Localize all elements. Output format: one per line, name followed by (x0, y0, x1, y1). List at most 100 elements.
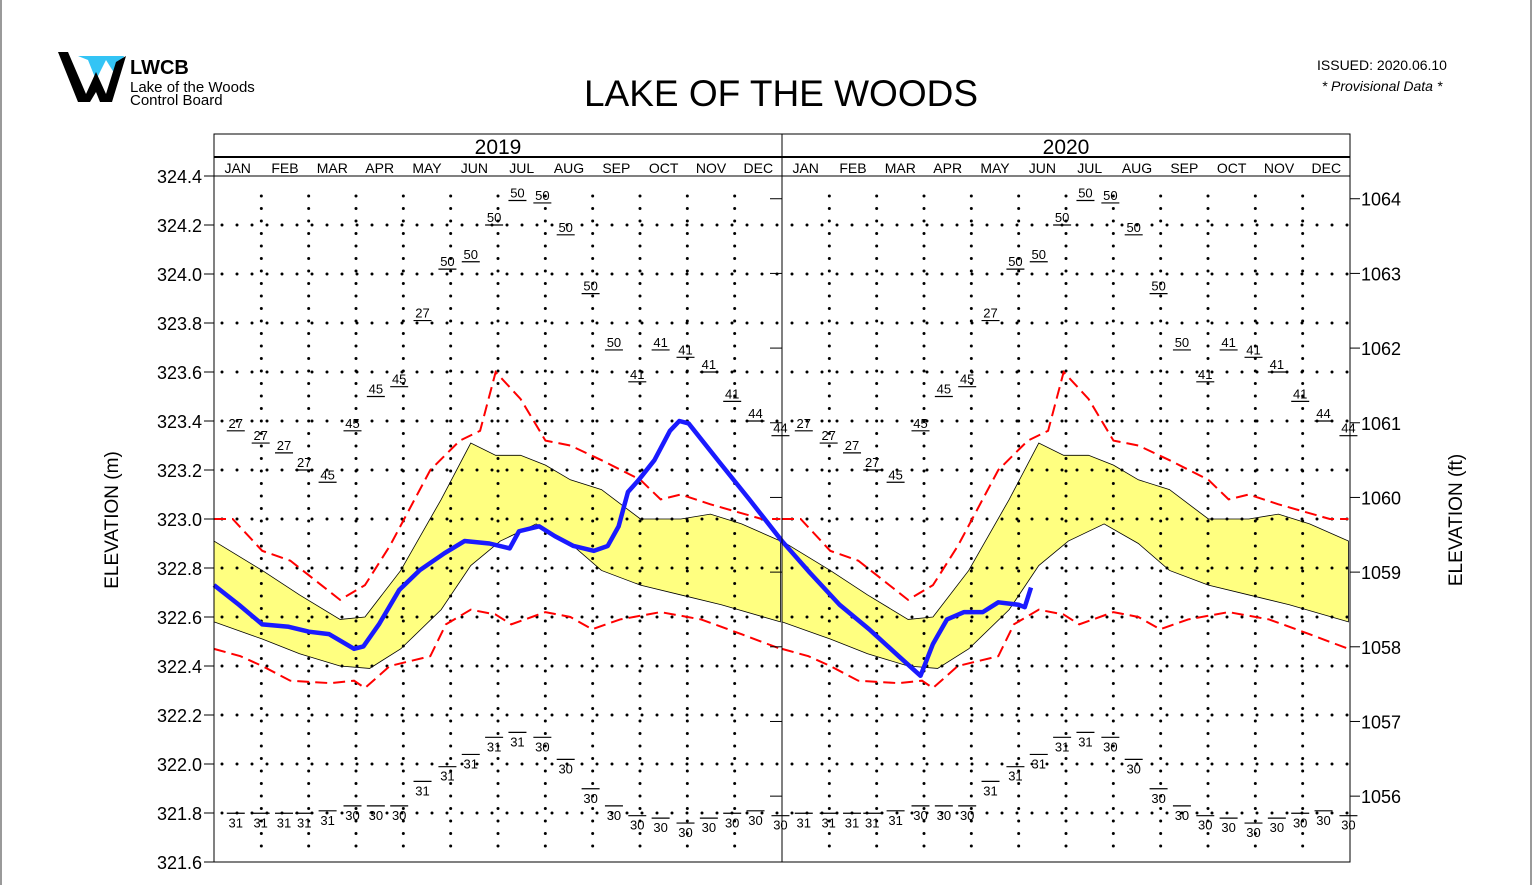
y-tick-label: 322.2 (157, 706, 202, 726)
max-year-label: 27 (277, 438, 291, 453)
max-year-label: 44 (773, 421, 787, 436)
min-year-label: 31 (1032, 756, 1046, 771)
month-label: AUG (1122, 160, 1152, 176)
max-year-label: 44 (1316, 406, 1330, 421)
annual-min-line-2020 (781, 608, 1349, 690)
y-right-tick-label: 1058 (1361, 638, 1401, 658)
max-year-label: 50 (558, 220, 572, 235)
month-label: JUN (1029, 160, 1056, 176)
min-year-label: 30 (725, 815, 739, 830)
month-label: FEB (271, 160, 298, 176)
min-year-label: 30 (773, 818, 787, 833)
min-year-label: 30 (1221, 820, 1235, 835)
month-label: FEB (839, 160, 866, 176)
max-year-label: 41 (702, 357, 716, 372)
month-label: SEP (602, 160, 630, 176)
max-year-label: 41 (653, 335, 667, 350)
min-year-label: 31 (1078, 734, 1092, 749)
max-year-label: 50 (1032, 247, 1046, 262)
max-year-label: 27 (821, 428, 835, 443)
y-right-tick-label: 1059 (1361, 563, 1401, 583)
min-year-label: 30 (960, 808, 974, 823)
max-year-label: 41 (725, 386, 739, 401)
max-year-label: 50 (487, 210, 501, 225)
min-year-label: 30 (937, 808, 951, 823)
max-year-label: 45 (960, 372, 974, 387)
min-year-label: 30 (1316, 813, 1330, 828)
max-year-label: 27 (253, 428, 267, 443)
max-year-label: 50 (464, 247, 478, 262)
max-year-label: 41 (1270, 357, 1284, 372)
max-year-label: 50 (583, 279, 597, 294)
y-tick-label: 323.2 (157, 461, 202, 481)
min-year-label: 30 (630, 818, 644, 833)
logo-line2: Control Board (130, 92, 223, 109)
min-year-label: 31 (865, 815, 879, 830)
month-label: JAN (224, 160, 250, 176)
y-right-tick-label: 1061 (1361, 414, 1401, 434)
min-year-label: 31 (1055, 739, 1069, 754)
month-label: NOV (696, 160, 727, 176)
month-label: JUL (509, 160, 534, 176)
month-label: NOV (1264, 160, 1295, 176)
logo-line1: Lake of the Woods (130, 79, 255, 96)
min-year-label: 31 (821, 815, 835, 830)
chart-title: LAKE OF THE WOODS (584, 73, 978, 114)
max-year-label: 50 (1008, 254, 1022, 269)
year-label-2019: 2019 (475, 136, 522, 159)
y-tick-label: 322.8 (157, 559, 202, 579)
month-label: SEP (1170, 160, 1198, 176)
month-label: JAN (792, 160, 818, 176)
y-tick-label: 322.0 (157, 755, 202, 775)
month-label: MAY (412, 160, 442, 176)
logo-acronym: LWCB (130, 57, 189, 79)
max-year-label: 41 (1221, 335, 1235, 350)
y-tick-label: 323.4 (157, 412, 202, 432)
max-year-label: 27 (983, 306, 997, 321)
month-label: DEC (1312, 160, 1342, 176)
max-year-label: 27 (297, 455, 311, 470)
month-label: APR (365, 160, 394, 176)
min-year-label: 30 (653, 820, 667, 835)
min-year-label: 31 (487, 739, 501, 754)
max-year-label: 27 (415, 306, 429, 321)
y-axis-label-left: ELEVATION (m) (102, 451, 123, 589)
max-year-label: 41 (630, 367, 644, 382)
month-label: DEC (744, 160, 774, 176)
min-year-label: 30 (369, 808, 383, 823)
y-tick-label: 324.2 (157, 216, 202, 236)
min-year-label: 30 (1151, 791, 1165, 806)
min-year-label: 31 (320, 813, 334, 828)
normal-range-band-2020 (781, 442, 1349, 669)
max-year-label: 27 (865, 455, 879, 470)
max-year-label: 45 (369, 382, 383, 397)
annual-max-line-2019 (214, 369, 781, 602)
month-label: AUG (554, 160, 584, 176)
min-year-label: 30 (913, 808, 927, 823)
annual-max-line-2020 (782, 369, 1349, 602)
min-year-label: 31 (510, 734, 524, 749)
max-year-label: 41 (1293, 386, 1307, 401)
min-year-label: 30 (678, 825, 692, 840)
max-year-label: 50 (1078, 186, 1092, 201)
y-tick-label: 323.0 (157, 510, 202, 530)
month-label: OCT (1217, 160, 1247, 176)
max-year-label: 50 (535, 188, 549, 203)
min-year-label: 30 (583, 791, 597, 806)
min-year-label: 30 (1246, 825, 1260, 840)
max-year-label: 50 (1126, 220, 1140, 235)
min-year-label: 31 (797, 815, 811, 830)
month-label: MAY (980, 160, 1010, 176)
min-year-label: 31 (415, 783, 429, 798)
min-year-label: 31 (888, 813, 902, 828)
min-year-label: 30 (702, 820, 716, 835)
y-tick-label: 323.8 (157, 314, 202, 334)
month-label: APR (933, 160, 962, 176)
provisional-note: * Provisional Data * (1322, 78, 1443, 94)
logo-w-accent (78, 56, 124, 80)
month-label: JUL (1077, 160, 1102, 176)
max-year-label: 50 (1055, 210, 1069, 225)
max-year-label: 50 (510, 186, 524, 201)
y-tick-label: 324.0 (157, 265, 202, 285)
